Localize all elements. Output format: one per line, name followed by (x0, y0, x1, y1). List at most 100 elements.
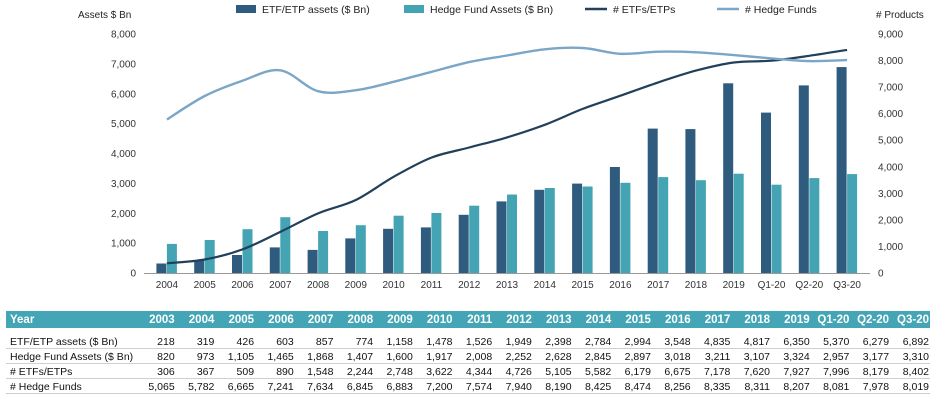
bar-hedge-fund-assets (733, 173, 744, 273)
table-cell: 7,978 (850, 378, 891, 394)
table-cell: 1,478 (413, 334, 454, 349)
table-cell: 4,817 (731, 334, 771, 349)
x-tick-label: 2005 (194, 280, 217, 291)
table-cell: 1,526 (453, 334, 494, 349)
table-cell: 8,179 (850, 363, 891, 379)
table-cell: 3,177 (850, 348, 891, 364)
legend-label: # Hedge Funds (745, 4, 817, 16)
table-header-cell: 2008 (334, 311, 375, 328)
y-left-tick-label: 7,000 (111, 59, 136, 70)
table-cell: 2,748 (374, 363, 414, 379)
x-tick-label: 2015 (571, 280, 594, 291)
table-cell: 6,845 (334, 378, 375, 394)
bar-etf-assets (156, 263, 167, 273)
table-cell: 306 (136, 363, 176, 379)
bar-hedge-fund-assets (695, 180, 706, 273)
table-cell: 5,370 (810, 334, 851, 349)
table-cell: 7,634 (294, 378, 335, 394)
table-cell: 6,350 (771, 334, 811, 349)
table-cell: 1,868 (294, 348, 335, 364)
table-cell: 2,628 (532, 348, 573, 364)
table-header-cell: Q3-20 (890, 311, 930, 328)
bar-etf-assets (685, 129, 696, 273)
table-cell: 8,207 (771, 378, 811, 394)
table-cell: 6,179 (612, 363, 652, 379)
table-cell: 6,279 (850, 334, 891, 349)
table-cell: 426 (215, 334, 256, 349)
table-row-label: Hedge Fund Assets ($ Bn) (6, 348, 136, 364)
bar-etf-assets (307, 249, 318, 273)
table-cell: 8,335 (691, 378, 732, 394)
x-tick-label: 2016 (609, 280, 632, 291)
table-cell: 5,582 (572, 363, 613, 379)
table-cell: 7,996 (810, 363, 851, 379)
x-tick-label: 2010 (382, 280, 405, 291)
y-right-tick-label: 7,000 (878, 83, 903, 94)
table-header-cell: 2011 (453, 311, 494, 328)
bar-etf-assets (609, 167, 620, 273)
table-cell: 218 (136, 334, 176, 349)
table-row: ETF/ETP assets ($ Bn) 218 319 426 603 857 774 1… (6, 334, 930, 349)
y-right-axis: 0 1,000 2,000 3,000 4,000 5,000 6,000 7,000 8,00… (878, 30, 903, 280)
bar-etf-assets (798, 85, 809, 274)
legend-label: ETF/ETP assets ($ Bn) (262, 4, 370, 16)
y-left-tick-label: 4,000 (111, 149, 136, 160)
bar-hedge-fund-assets (771, 184, 782, 273)
table-cell: 3,324 (771, 348, 811, 364)
table-cell: 1,600 (374, 348, 414, 364)
table-cell: 6,675 (651, 363, 692, 379)
table-cell: 5,105 (532, 363, 573, 379)
bar-hedge-fund-assets (582, 186, 593, 273)
bar-hedge-fund-assets (204, 240, 215, 273)
bar-hedge-fund-assets (620, 182, 631, 273)
table-cell: 7,200 (413, 378, 454, 394)
legend-label: # ETFs/ETPs (613, 4, 675, 16)
legend-label: Hedge Fund Assets ($ Bn) (430, 4, 553, 16)
table-header-cell: 2018 (731, 311, 771, 328)
table-cell: 5,782 (175, 378, 216, 394)
table-cell: 2,252 (493, 348, 533, 364)
table-cell: 2,008 (453, 348, 494, 364)
bar-etf-assets (647, 128, 658, 273)
legend: ETF/ETP assets ($ Bn) Hedge Fund Assets (… (236, 4, 817, 16)
table-cell: 6,665 (215, 378, 256, 394)
table-cell: 367 (175, 363, 216, 379)
table-header-cell: 2009 (374, 311, 414, 328)
bar-hedge-fund-assets (469, 205, 480, 273)
table-cell: 857 (294, 334, 335, 349)
y-left-tick-label: 3,000 (111, 179, 136, 190)
x-tick-label: 2007 (269, 280, 292, 291)
table-cell: 7,620 (731, 363, 771, 379)
table-cell: 7,574 (453, 378, 494, 394)
x-tick-label: 2018 (685, 280, 708, 291)
bars (156, 67, 858, 274)
table-cell: 4,344 (453, 363, 494, 379)
table-cell: 8,256 (651, 378, 692, 394)
table-cell: 1,548 (294, 363, 335, 379)
table-cell: 7,927 (771, 363, 811, 379)
table-header-cell: 2010 (413, 311, 454, 328)
table-cell: 2,957 (810, 348, 851, 364)
table-cell: 8,402 (890, 363, 930, 379)
y-left-axis: 0 1,000 2,000 3,000 4,000 5,000 6,000 7,000 8,00… (111, 30, 136, 280)
table-row-label: # ETFs/ETPs (6, 363, 136, 379)
bar-hedge-fund-assets (393, 215, 404, 273)
table-cell: 1,158 (374, 334, 414, 349)
table-cell: 1,917 (413, 348, 454, 364)
y-right-tick-label: 6,000 (878, 109, 903, 120)
table-cell: 1,105 (215, 348, 256, 364)
bar-hedge-fund-assets (318, 231, 329, 273)
y-left-tick-label: 5,000 (111, 119, 136, 130)
table-header-cell: 2012 (493, 311, 533, 328)
x-tick-label: 2011 (421, 280, 443, 291)
line-hedge-funds (166, 46, 848, 121)
lines (166, 46, 848, 265)
table-cell: 8,425 (572, 378, 613, 394)
bar-etf-assets (420, 227, 431, 273)
table-cell: 2,784 (572, 334, 613, 349)
table-cell: 774 (334, 334, 375, 349)
table-header-cell: Q1-20 (810, 311, 851, 328)
line-etfs-etps (166, 48, 848, 265)
y-left-tick-label: 2,000 (111, 209, 136, 220)
table-cell: 7,178 (691, 363, 732, 379)
